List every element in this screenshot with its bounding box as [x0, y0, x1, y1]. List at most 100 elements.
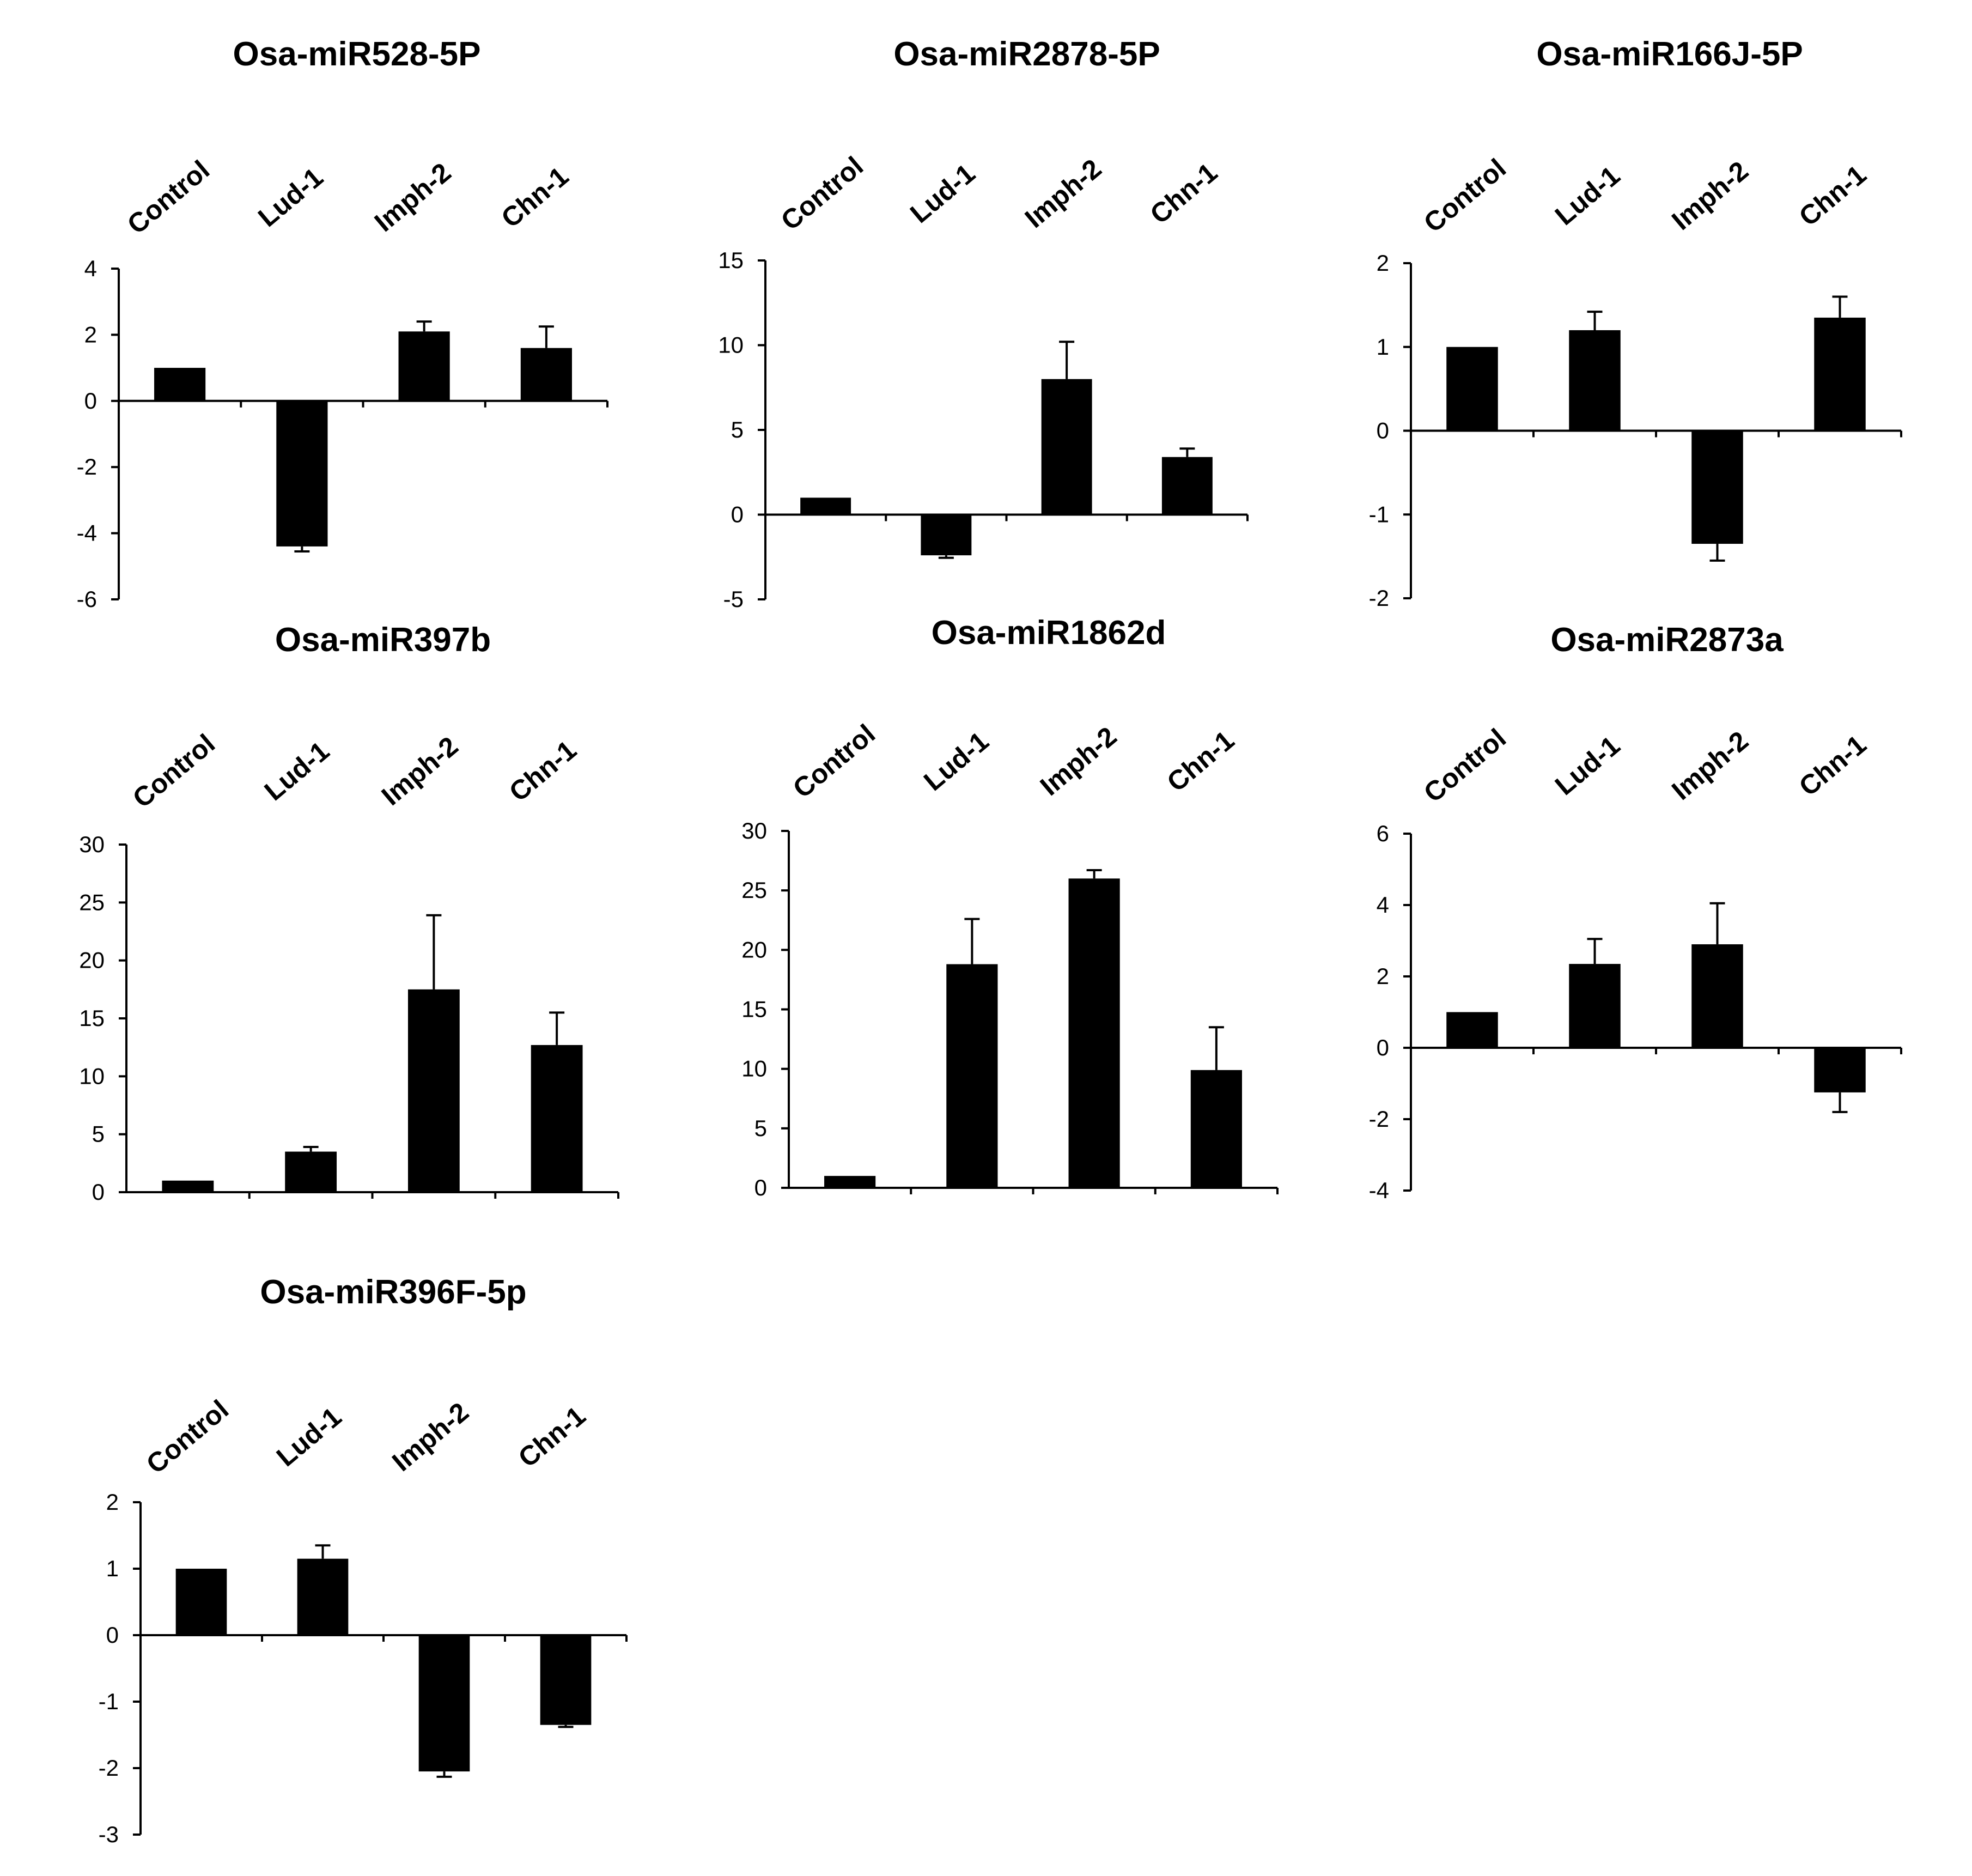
chart-title: Osa-miR166J-5P — [1536, 35, 1803, 73]
category-label: Imph-2 — [386, 1397, 474, 1477]
y-tick-label: 0 — [1377, 1035, 1389, 1060]
bar-imph-2 — [1041, 379, 1092, 515]
category-label: Chn-1 — [1793, 729, 1872, 802]
y-tick-label: 10 — [79, 1063, 105, 1089]
category-label: Control — [127, 728, 221, 813]
bar-chn-1 — [531, 1045, 583, 1192]
category-label: Imph-2 — [1666, 725, 1754, 806]
bar-lud-1 — [1569, 330, 1621, 431]
bar-chn-1 — [540, 1635, 592, 1725]
category-label: Lud-1 — [252, 162, 328, 233]
y-tick-label: 30 — [741, 818, 767, 843]
y-tick-label: -1 — [99, 1689, 119, 1714]
bar-control — [1446, 347, 1498, 431]
bar-control — [800, 497, 851, 515]
y-tick-label: -2 — [99, 1755, 119, 1781]
bar-chn-1 — [1161, 457, 1213, 515]
chart-panel-4: Osa-miR397b 30 25 20 15 10 5 0 Control Lud-1 Imph-… — [79, 621, 619, 1205]
category-label: Lud-1 — [1549, 730, 1626, 801]
bar-control — [154, 368, 206, 401]
category-label: Control — [141, 1394, 234, 1479]
y-tick-label: 2 — [106, 1489, 119, 1515]
category-label: Chn-1 — [513, 1400, 592, 1473]
bar-chn-1 — [1814, 317, 1866, 431]
category-label: Imph-2 — [376, 731, 464, 811]
y-tick-label: 0 — [754, 1175, 767, 1200]
y-tick-label: 2 — [84, 321, 97, 347]
category-label: Imph-2 — [1666, 155, 1754, 236]
chart-title: Osa-miR397b — [275, 621, 491, 659]
y-tick-label: 30 — [79, 831, 105, 857]
category-label: Imph-2 — [1034, 721, 1123, 802]
y-tick-label: 0 — [731, 502, 744, 527]
category-label: Chn-1 — [1145, 157, 1224, 230]
chart-title: Osa-miR2878-5P — [893, 35, 1160, 73]
chart-panel-3: Osa-miR166J-5P 2 1 0 -1 -2 Control Lud-1 Imph-2 C… — [1369, 35, 1902, 611]
y-tick-label: 15 — [741, 997, 767, 1022]
y-tick-label: 25 — [79, 889, 105, 915]
category-label: Lud-1 — [918, 726, 994, 797]
y-tick-label: 25 — [741, 877, 767, 903]
category-label: Lud-1 — [904, 158, 981, 229]
category-label: Lud-1 — [271, 1401, 347, 1472]
bar-imph-2 — [1068, 878, 1120, 1188]
bar-lud-1 — [285, 1151, 337, 1192]
bar-imph-2 — [418, 1635, 470, 1772]
y-tick-label: -2 — [77, 454, 97, 479]
category-label: Control — [1418, 723, 1512, 808]
chart-panel-2: Osa-miR2878-5P 15 10 5 0 -5 Control Lud-1 Imph-2… — [718, 35, 1249, 612]
chart-panel-7: Osa-miR396F-5p 2 1 0 -1 -2 -3 Control Lud-1 Imph-… — [99, 1273, 628, 1847]
category-label: Control — [775, 150, 869, 236]
bar-lud-1 — [1569, 964, 1621, 1048]
y-tick-label: 2 — [1377, 963, 1389, 989]
bar-imph-2 — [407, 989, 460, 1192]
bar-chn-1 — [1814, 1048, 1866, 1092]
bar-lud-1 — [276, 400, 328, 547]
y-tick-label: -2 — [1369, 585, 1389, 611]
bar-control — [1446, 1012, 1498, 1048]
y-tick-label: 1 — [1377, 334, 1389, 360]
y-tick-label: -5 — [723, 586, 744, 612]
bar-control — [824, 1176, 876, 1188]
y-tick-label: 4 — [1377, 892, 1389, 918]
bar-imph-2 — [1691, 944, 1743, 1048]
y-tick-label: 0 — [1377, 418, 1389, 444]
bar-chn-1 — [1190, 1070, 1242, 1188]
bar-lud-1 — [297, 1558, 349, 1635]
y-tick-label: 10 — [718, 332, 744, 358]
y-tick-label: 2 — [1377, 250, 1389, 276]
category-label: Control — [1418, 153, 1512, 238]
y-tick-label: 0 — [106, 1622, 119, 1648]
chart-title: Osa-miR528-5P — [233, 35, 481, 73]
chart-panel-1: Osa-miR528-5P 4 2 0 -2 -4 -6 Control Lud-1 Imph-2… — [77, 35, 608, 612]
chart-title: Osa-miR1862d — [932, 614, 1166, 652]
y-tick-label: 5 — [92, 1121, 105, 1147]
bar-imph-2 — [1691, 430, 1743, 544]
chart-title: Osa-miR396F-5p — [260, 1273, 526, 1311]
y-tick-label: -4 — [1369, 1177, 1389, 1203]
y-tick-label: 6 — [1377, 821, 1389, 846]
category-label: Chn-1 — [1793, 159, 1872, 232]
y-tick-label: 20 — [79, 948, 105, 973]
y-tick-label: 0 — [92, 1179, 105, 1205]
y-tick-label: -1 — [1369, 501, 1389, 527]
bar-lud-1 — [946, 964, 998, 1188]
category-label: Control — [787, 718, 881, 804]
y-tick-label: 1 — [106, 1556, 119, 1581]
y-tick-label: 5 — [731, 417, 744, 442]
y-tick-label: 20 — [741, 937, 767, 962]
category-label: Imph-2 — [1019, 153, 1107, 234]
chart-panel-5: Osa-miR1862d 30 25 20 15 10 5 0 Control Lud-1 Imph… — [741, 614, 1279, 1200]
y-tick-label: 15 — [718, 247, 744, 273]
category-label: Chn-1 — [503, 734, 582, 808]
bar-imph-2 — [398, 331, 450, 401]
bar-chn-1 — [520, 348, 572, 401]
bar-control — [162, 1180, 214, 1192]
category-label: Lud-1 — [1549, 160, 1626, 231]
y-tick-label: -2 — [1369, 1106, 1389, 1132]
category-label: Imph-2 — [369, 157, 457, 238]
y-tick-label: -3 — [99, 1822, 119, 1847]
y-tick-label: 4 — [84, 256, 97, 281]
category-label: Chn-1 — [1161, 725, 1240, 798]
y-tick-label: 10 — [741, 1056, 767, 1082]
